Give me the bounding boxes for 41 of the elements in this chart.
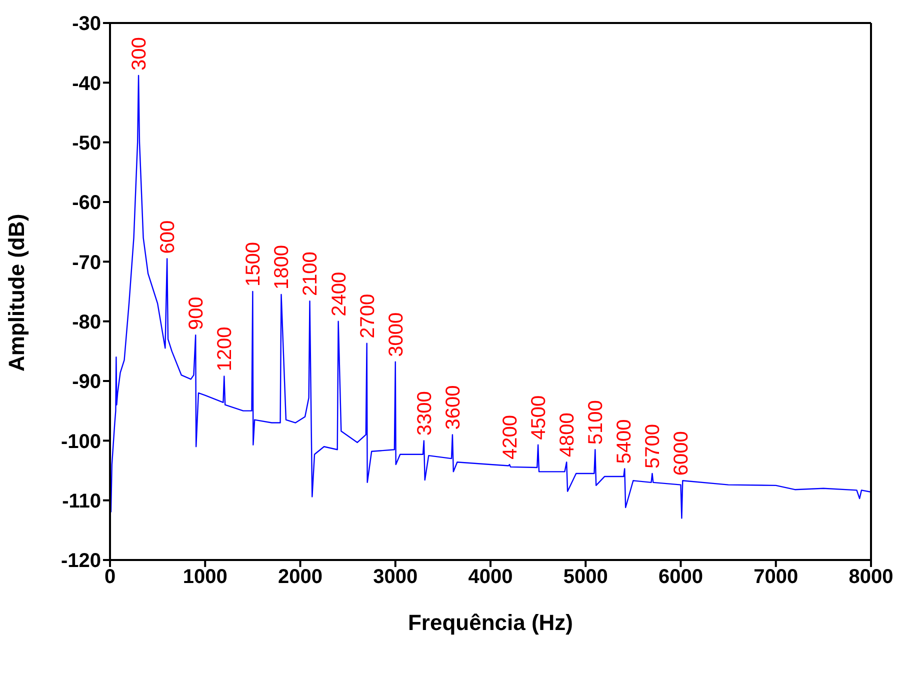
- x-tick-label: 7000: [754, 566, 798, 588]
- annotation: 300: [128, 37, 151, 71]
- annotation: 3600: [442, 385, 464, 430]
- annotation: 5400: [614, 419, 636, 464]
- y-tick-label: -30: [72, 13, 101, 36]
- y-tick-label: -60: [72, 192, 101, 214]
- y-tick-label: -70: [72, 252, 101, 274]
- x-tick-label: 4000: [468, 566, 513, 588]
- line-series: [110, 74, 871, 519]
- annotation: 4800: [556, 412, 579, 458]
- annotation: 3000: [385, 312, 408, 357]
- annotation: 2700: [356, 294, 379, 338]
- y-tick-label: -80: [72, 311, 101, 334]
- x-tick-label: 2000: [278, 566, 322, 588]
- x-tick-label: 6000: [658, 566, 703, 588]
- y-axis-title: Amplitude (dB): [4, 214, 29, 372]
- annotation: 900: [186, 296, 208, 330]
- annotation: 5100: [585, 400, 608, 445]
- annotation: 600: [157, 220, 180, 254]
- x-tick-label: 3000: [373, 566, 418, 588]
- x-tick-label: 8000: [848, 566, 894, 588]
- annotation: 6000: [670, 431, 693, 476]
- annotation: 5700: [642, 424, 664, 468]
- x-tick-label: 1000: [182, 566, 228, 588]
- annotation: 1500: [242, 242, 265, 286]
- y-tick-label: -120: [60, 550, 101, 572]
- y-tick-label: -90: [72, 371, 101, 394]
- annotation: 4500: [528, 395, 550, 440]
- y-tick-label: -110: [62, 490, 101, 512]
- y-tick-label: -100: [60, 430, 101, 453]
- annotation: 1800: [271, 244, 294, 290]
- annotation: 3300: [414, 391, 436, 436]
- x-tick-label: 0: [104, 566, 116, 588]
- y-tick-label: -50: [72, 132, 101, 154]
- y-tick-label: -40: [72, 72, 101, 95]
- annotation: 2100: [300, 252, 322, 296]
- x-tick-label: 5000: [563, 566, 608, 588]
- x-axis-title: Frequência (Hz): [408, 610, 574, 635]
- annotation: 4200: [500, 415, 522, 460]
- annotation: 2400: [328, 272, 350, 316]
- annotation: 1200: [214, 326, 236, 372]
